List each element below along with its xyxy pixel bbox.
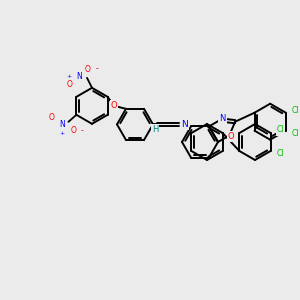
Text: Cl: Cl <box>277 125 284 134</box>
Text: O: O <box>67 80 73 89</box>
Text: H: H <box>152 125 158 134</box>
Text: O: O <box>228 132 235 141</box>
Text: O: O <box>85 65 91 74</box>
Text: -: - <box>81 126 84 135</box>
Text: O: O <box>111 101 117 110</box>
Text: N: N <box>59 120 65 129</box>
Text: N: N <box>182 120 188 129</box>
Text: -: - <box>96 64 98 73</box>
Text: Cl: Cl <box>277 149 284 158</box>
Text: N: N <box>219 114 225 123</box>
Text: Cl: Cl <box>292 129 299 138</box>
Text: +: + <box>60 131 65 136</box>
Text: Cl: Cl <box>292 106 299 115</box>
Text: O: O <box>70 126 76 135</box>
Text: N: N <box>76 72 82 81</box>
Text: +: + <box>66 74 72 79</box>
Text: O: O <box>49 113 54 122</box>
